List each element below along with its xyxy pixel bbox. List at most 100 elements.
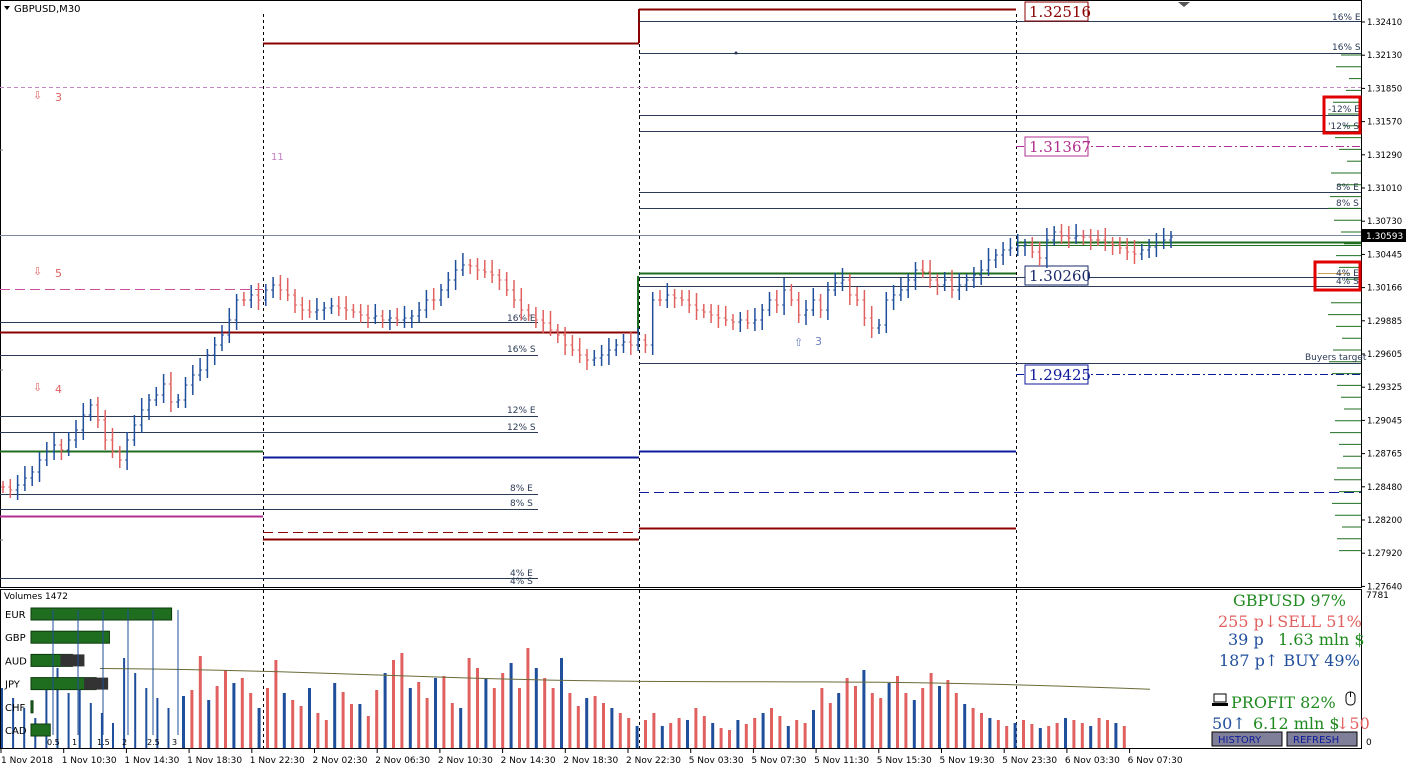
volume-bar — [392, 660, 395, 748]
volume-bar — [845, 678, 849, 748]
level-lines — [0, 8, 1361, 579]
volume-bar — [736, 720, 740, 748]
volume-bar — [946, 680, 950, 748]
level-label-r12s: '12% S — [1328, 122, 1359, 132]
time-tick-label: 5 Nov 11:30 — [814, 756, 869, 766]
signal-count-3: 3 — [55, 91, 62, 104]
level-label-d4e: 4% E — [510, 569, 533, 579]
level-label-r16s: 16% S — [1332, 43, 1361, 53]
sell-arrow-icon: ⇩ — [33, 265, 42, 278]
volume-bar — [534, 668, 538, 748]
volume-bar — [812, 710, 815, 748]
volume-bar — [963, 704, 967, 748]
info-panel: GBPUSD 97% 255 p↓SELL 51% 39 p 1.63 mln … — [1212, 591, 1370, 733]
volume-bar — [190, 690, 194, 748]
volume-bar — [702, 716, 706, 748]
level-box-lower: 1.29425 — [1029, 366, 1091, 384]
currency-weakness-bar — [60, 654, 85, 667]
time-tick-label: 1 Nov 14:30 — [124, 756, 179, 766]
buy-arrow-icon: ⇧ — [794, 336, 803, 349]
volumes-zero-label: 0 — [1366, 738, 1372, 748]
volume-bar — [971, 708, 975, 748]
volume-bar — [1089, 726, 1093, 748]
price-tick-label: 1.28200 — [1367, 516, 1402, 526]
volume-bar — [484, 678, 488, 748]
volume-bar — [761, 713, 765, 748]
volume-bar — [518, 688, 521, 748]
signal-count-4: 4 — [55, 383, 62, 396]
volume-bar — [249, 693, 253, 748]
volume-bar — [1064, 718, 1067, 748]
volume-bar — [274, 660, 278, 748]
time-tick-label: 2 Nov 22:30 — [626, 756, 681, 766]
info-mid-a: 39 p — [1228, 630, 1264, 649]
volume-bar — [820, 688, 824, 748]
title-triangle-icon[interactable] — [4, 6, 10, 10]
volume-bar — [652, 713, 656, 748]
history-button[interactable]: HISTORY — [1211, 731, 1283, 747]
time-tick-label: 6 Nov 03:30 — [1065, 756, 1120, 766]
scroll-marker-icon[interactable] — [1178, 2, 1190, 7]
volume-bar — [450, 703, 454, 748]
time-tick-label: 5 Nov 03:30 — [689, 756, 744, 766]
currency-scale-label: 3 — [172, 738, 177, 747]
volume-bar — [375, 690, 379, 748]
volume-bar — [828, 703, 832, 748]
volume-bar — [383, 673, 387, 748]
volume-bar — [770, 708, 773, 748]
volume-bar — [1005, 726, 1009, 748]
right-histogram-ladder — [1328, 54, 1361, 552]
sell-arrow-icon: ⇩ — [33, 381, 42, 394]
volume-bar — [341, 692, 345, 748]
volume-bar — [266, 688, 269, 748]
level-label-r8s: 8% S — [1336, 199, 1359, 209]
signal-marks: ⇩ 3 ⇩ 5 ⇩ 4 11 ⇧ 3 — [33, 89, 822, 396]
volume-bar — [526, 648, 530, 748]
main-chart-frame — [0, 0, 1362, 588]
volume-bar — [711, 723, 715, 748]
volume-bar — [803, 723, 807, 748]
mouse-icon[interactable] — [1345, 691, 1356, 706]
volume-bar — [660, 726, 664, 748]
level-label-r4e: 4% E — [1336, 269, 1359, 279]
time-tick-label: 1 Nov 10:30 — [62, 756, 117, 766]
price-tick-label: 1.28765 — [1367, 450, 1402, 460]
volume-bar — [1072, 720, 1076, 748]
volume-bar — [299, 706, 303, 748]
volume-bar — [442, 676, 446, 748]
refresh-button[interactable]: REFRESH — [1286, 731, 1358, 747]
volume-bar — [644, 720, 647, 748]
signal-count-up-3: 3 — [815, 335, 822, 348]
volume-bar — [1047, 726, 1051, 748]
volume-bar — [1114, 723, 1118, 748]
price-tick-label: 1.31010 — [1367, 184, 1402, 194]
volume-bar — [879, 698, 883, 748]
volume-bar — [635, 726, 639, 748]
volume-bar — [215, 686, 219, 748]
volume-bar — [744, 724, 748, 748]
currency-scale-label: 2.5 — [147, 738, 160, 747]
time-tick-label: 1 Nov 18:30 — [187, 756, 242, 766]
price-axis: 1.32410 1.32130 1.31850 1.31570 1.31290 1.310… — [1361, 18, 1402, 592]
price-tick-label: 1.31570 — [1367, 118, 1402, 128]
volume-bar — [1080, 723, 1084, 748]
price-level-boxes: 1.32516 1.31367 1.30260 1.29425 — [1024, 1, 1091, 385]
volume-bars — [1, 648, 1126, 748]
signal-count-11: 11 — [271, 152, 284, 163]
highlight-box-4pct — [1313, 260, 1362, 292]
currency-label: EUR — [5, 610, 26, 621]
level-label-d8s: 8% S — [510, 499, 533, 509]
volume-bar — [1038, 728, 1042, 748]
volume-bar — [753, 718, 757, 748]
refresh-button-label: REFRESH — [1293, 735, 1339, 746]
volume-bar — [467, 658, 471, 748]
currency-strength-bar — [30, 723, 51, 737]
volume-bar — [1122, 726, 1126, 748]
time-tick-label: 5 Nov 19:30 — [940, 756, 995, 766]
currency-scale-label: 1 — [72, 738, 77, 747]
volume-bar — [551, 688, 555, 748]
day-separators — [263, 14, 1017, 748]
volume-bar — [1055, 723, 1059, 748]
volume-bar — [862, 670, 866, 748]
